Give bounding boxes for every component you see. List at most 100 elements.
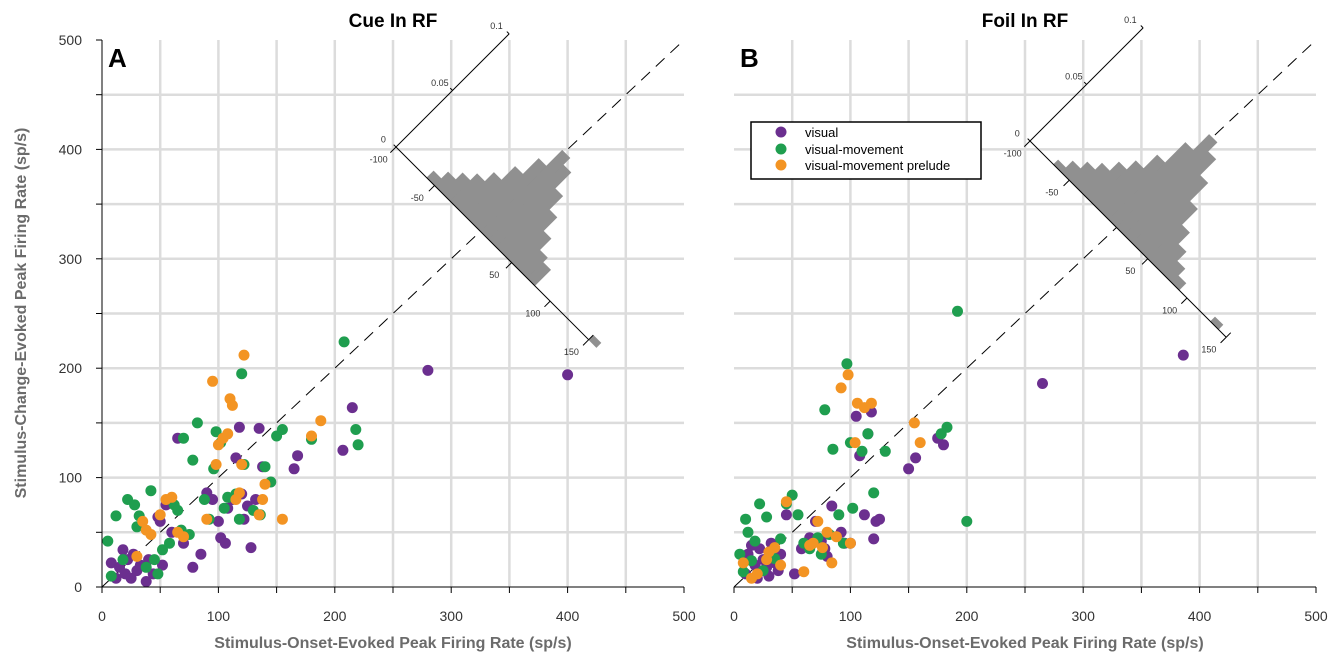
histogram-count-tick-label: 0.05 — [1065, 72, 1083, 82]
point-visual-movement-prelude — [830, 531, 842, 543]
x-tick-label: 400 — [1188, 608, 1212, 624]
panel-a-inset-histogram: -100 -50 50 100 150 0 0.05 0.1 — [370, 21, 602, 357]
point-visual-movement — [841, 358, 853, 370]
y-tick-label: 400 — [59, 141, 83, 157]
point-visual-movement — [740, 513, 752, 525]
point-visual-movement — [827, 443, 839, 455]
point-visual — [422, 364, 434, 376]
point-visual-movement — [191, 417, 203, 429]
x-tick-label: 100 — [207, 608, 231, 624]
point-visual-movement-prelude — [222, 428, 234, 440]
panel-b-foil-in-rf: -100 -50 50 100 150 0 0.05 0.1 0 100 200 300 400 500… — [730, 11, 1328, 652]
point-visual-movement-prelude — [775, 559, 787, 571]
histogram-bin-tick — [544, 300, 551, 308]
x-tick-label: 200 — [955, 608, 979, 624]
x-tick-label: 500 — [672, 608, 696, 624]
point-visual-movement — [210, 426, 222, 438]
point-visual-movement — [761, 511, 773, 523]
point-visual — [826, 500, 838, 512]
point-visual — [157, 559, 168, 571]
legend-label-visual-movement: visual-movement — [805, 142, 904, 157]
point-visual — [346, 402, 358, 414]
y-tick-label: 0 — [74, 579, 82, 595]
point-visual — [938, 439, 949, 451]
point-visual-movement-prelude — [849, 437, 861, 449]
histogram-bin-tick-label: 100 — [1162, 305, 1177, 315]
y-tick-label: 500 — [59, 32, 83, 48]
point-visual — [233, 421, 245, 433]
point-visual-movement — [129, 499, 141, 511]
point-visual-movement-prelude — [821, 526, 833, 538]
point-visual — [910, 452, 922, 464]
panel-a-y-axis-label: Stimulus-Change-Evoked Peak Firing Rate … — [13, 128, 30, 499]
panel-b-scatter-points — [734, 305, 1189, 584]
histogram-axis-end — [1225, 332, 1232, 338]
panel-b-letter: B — [740, 43, 759, 73]
point-visual-movement — [187, 454, 199, 466]
point-visual-movement-prelude — [798, 566, 810, 578]
point-visual-movement — [742, 526, 754, 538]
point-visual-movement — [198, 494, 210, 505]
point-visual-movement — [338, 336, 350, 348]
point-visual-movement-prelude — [145, 529, 157, 540]
point-visual-movement — [961, 515, 973, 527]
point-visual-movement-prelude — [238, 349, 250, 361]
point-visual-movement — [775, 533, 787, 545]
point-visual-movement — [879, 445, 891, 457]
histogram-bin-tick-label: -50 — [1045, 188, 1058, 198]
point-visual-movement-prelude — [751, 568, 763, 580]
point-visual-movement-prelude — [315, 415, 327, 427]
point-visual — [868, 533, 880, 545]
point-visual-movement-prelude — [236, 459, 248, 470]
point-visual-movement — [734, 548, 746, 560]
point-visual — [562, 369, 574, 381]
point-visual-movement-prelude — [914, 437, 926, 449]
legend: visual visual-movement visual-movement p… — [750, 121, 982, 180]
point-visual-movement-prelude — [201, 513, 213, 525]
point-visual-movement-prelude — [737, 557, 749, 569]
point-visual-movement-prelude — [253, 509, 265, 521]
point-visual-movement — [749, 535, 761, 547]
point-visual-movement — [259, 461, 271, 473]
histogram-count-tick — [393, 144, 397, 148]
legend-marker-visual-movement — [775, 143, 787, 155]
panel-b-title: Foil In RF — [982, 11, 1069, 32]
point-visual-movement-prelude — [844, 537, 856, 549]
point-visual-movement — [233, 513, 245, 525]
point-visual — [245, 542, 257, 554]
histogram-bin-tick — [1023, 140, 1031, 148]
point-visual — [219, 537, 231, 549]
point-visual-movement — [218, 502, 230, 514]
point-visual-movement — [868, 487, 880, 499]
legend-marker-visual-movement-prelude — [775, 159, 787, 171]
x-tick-label: 100 — [839, 608, 863, 624]
point-visual-movement — [819, 404, 831, 416]
point-visual-movement-prelude — [812, 515, 824, 527]
histogram-bin-tick — [1141, 258, 1149, 265]
histogram-count-tick — [1083, 81, 1087, 85]
x-tick-label: 300 — [440, 608, 464, 624]
legend-box — [750, 121, 982, 180]
histogram-bin-tick-label: 150 — [564, 347, 579, 357]
point-visual-movement — [276, 424, 288, 435]
point-visual-movement — [737, 566, 749, 578]
point-visual — [337, 444, 349, 456]
point-visual — [195, 548, 207, 560]
point-visual-movement-prelude — [137, 515, 149, 527]
x-tick-label: 200 — [323, 608, 347, 624]
point-visual-movement-prelude — [259, 478, 271, 490]
point-visual-movement — [105, 570, 117, 582]
point-visual-movement-prelude — [769, 542, 781, 554]
histogram-bin-tick-label: 50 — [489, 270, 499, 280]
panel-a-title: Cue In RF — [349, 11, 438, 32]
histogram-bin-tick-label: -100 — [370, 154, 388, 164]
histogram-count-axis — [1029, 27, 1144, 142]
point-visual — [858, 509, 870, 521]
point-visual-movement-prelude — [233, 487, 245, 499]
point-visual-movement — [110, 510, 122, 522]
point-visual — [1037, 378, 1048, 389]
x-tick-label: 0 — [98, 608, 106, 624]
histogram-count-tick-label: 0.1 — [1124, 15, 1137, 25]
histogram-bin-tick-label: -100 — [1004, 148, 1022, 158]
